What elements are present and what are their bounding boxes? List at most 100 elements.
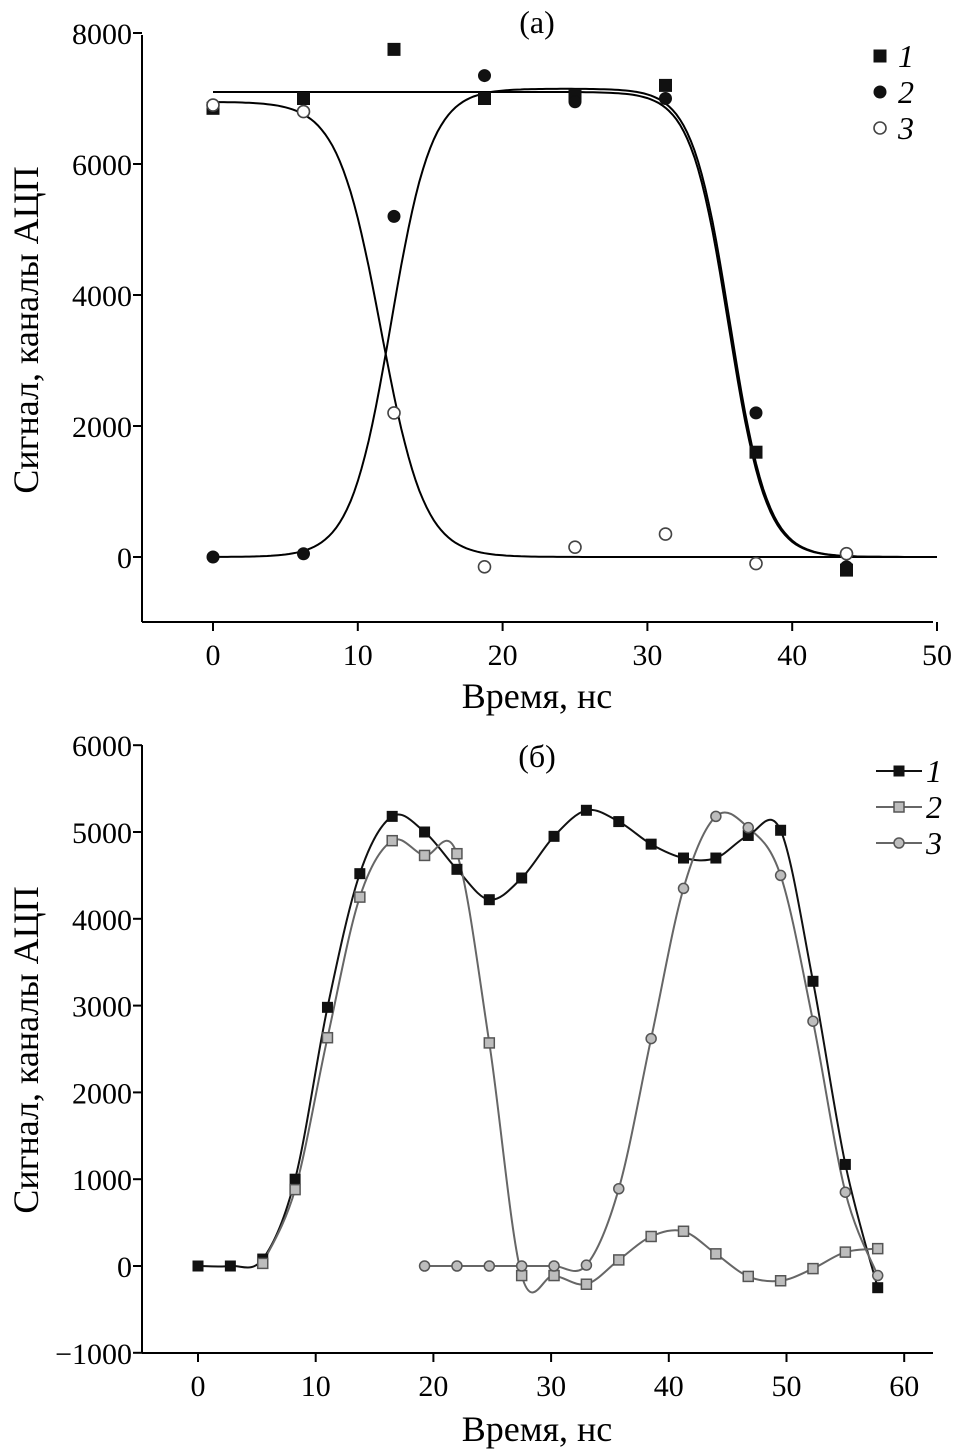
legend-marker — [893, 801, 905, 813]
data-point — [418, 849, 431, 862]
legend-entry-1: 1 — [873, 38, 914, 74]
data-point — [839, 1246, 852, 1258]
data-point — [418, 1260, 431, 1272]
legend-label: 2 — [926, 789, 942, 825]
x-tick-label: 0 — [206, 639, 221, 672]
data-point — [515, 1269, 528, 1282]
data-point — [515, 1260, 528, 1272]
data-point — [645, 1032, 657, 1045]
data-point — [321, 1001, 333, 1013]
data-point — [659, 92, 672, 105]
data-point — [658, 527, 673, 541]
data-point — [297, 92, 310, 105]
legend-entry-2: 2 — [876, 789, 942, 825]
x-tick-label: 20 — [418, 1370, 448, 1403]
panel-b: (б) Время, нс Сигнал, каналы АЦП 0 10 20 30… — [6, 730, 942, 1449]
data-point — [807, 975, 819, 987]
data-point — [659, 78, 672, 92]
series-line-2 — [261, 838, 878, 1294]
data-point — [613, 1182, 625, 1195]
x-tick-label: 10 — [343, 639, 373, 672]
data-point — [774, 1275, 787, 1287]
data-point — [224, 1260, 236, 1272]
legend-marker — [893, 765, 905, 777]
series-2 — [206, 69, 853, 574]
data-point — [580, 1259, 593, 1271]
data-point — [321, 1031, 334, 1044]
data-point — [296, 104, 311, 119]
data-point — [580, 804, 592, 816]
legend-label: 1 — [898, 38, 914, 74]
data-point — [645, 838, 657, 850]
data-point — [742, 821, 754, 834]
series-1 — [192, 804, 884, 1294]
legend-entry-1: 1 — [876, 753, 942, 789]
data-point — [548, 1260, 560, 1272]
data-point — [419, 826, 431, 838]
data-point — [807, 1262, 819, 1275]
y-tick-label: −1000 — [55, 1338, 132, 1371]
data-point — [451, 1260, 463, 1272]
x-tick-label: 10 — [301, 1370, 331, 1403]
data-point — [516, 872, 528, 884]
data-point — [297, 547, 310, 561]
data-point — [387, 406, 401, 420]
y-tick-label: 6000 — [72, 730, 132, 763]
x-tick-label: 30 — [536, 1370, 566, 1403]
series-line-1 — [197, 808, 879, 1288]
data-point — [478, 69, 491, 83]
series-1 — [206, 42, 853, 577]
data-point — [871, 1269, 884, 1282]
data-point — [386, 834, 398, 847]
y-tick-label: 0 — [117, 542, 132, 575]
legend-entry-3: 3 — [873, 110, 914, 146]
data-point — [742, 1270, 754, 1283]
data-point — [645, 1230, 657, 1243]
legend-marker — [873, 49, 887, 63]
panel-b-x-axis-title: Время, нс — [462, 1409, 613, 1449]
legend-label: 2 — [898, 74, 914, 110]
data-point — [387, 42, 401, 56]
data-point — [839, 1186, 852, 1198]
data-point — [677, 882, 690, 895]
data-point — [677, 1225, 690, 1238]
legend-entry-2: 2 — [873, 74, 914, 110]
panel-a: (a) Время, нс Сигнал, каналы АЦП 0 10 20 30… — [6, 4, 952, 716]
data-point — [483, 1260, 496, 1272]
data-point — [451, 847, 463, 860]
panel-a-y-axis-title: Сигнал, каналы АЦП — [6, 166, 46, 493]
x-tick-label: 20 — [488, 639, 518, 672]
y-tick-label: 5000 — [72, 817, 132, 850]
data-point — [871, 1242, 884, 1255]
data-point — [749, 445, 763, 459]
x-tick-label: 40 — [654, 1370, 684, 1403]
data-point — [548, 830, 560, 842]
y-tick-label: 4000 — [72, 904, 132, 937]
y-tick-label: 8000 — [72, 18, 132, 51]
y-tick-label: 6000 — [72, 149, 132, 182]
legend-label: 1 — [926, 753, 942, 789]
y-tick-label: 2000 — [72, 411, 132, 444]
data-point — [206, 98, 220, 112]
legend-entry-3: 3 — [876, 825, 942, 861]
data-point — [710, 1248, 722, 1260]
data-point — [872, 1282, 884, 1294]
data-point — [386, 810, 398, 822]
x-tick-label: 40 — [777, 639, 807, 672]
data-point — [749, 406, 763, 420]
y-tick-label: 4000 — [72, 280, 132, 313]
legend-marker — [893, 837, 905, 849]
data-point — [478, 92, 491, 105]
data-point — [548, 1269, 560, 1282]
data-point — [568, 540, 582, 554]
series-3 — [206, 98, 854, 574]
legend-label: 3 — [925, 825, 942, 861]
data-point — [678, 852, 690, 864]
y-tick-label: 3000 — [72, 991, 132, 1024]
y-tick-label: 0 — [117, 1251, 132, 1284]
data-point — [710, 810, 722, 823]
data-point — [840, 560, 853, 574]
data-point — [192, 1260, 204, 1272]
data-point — [774, 869, 787, 882]
